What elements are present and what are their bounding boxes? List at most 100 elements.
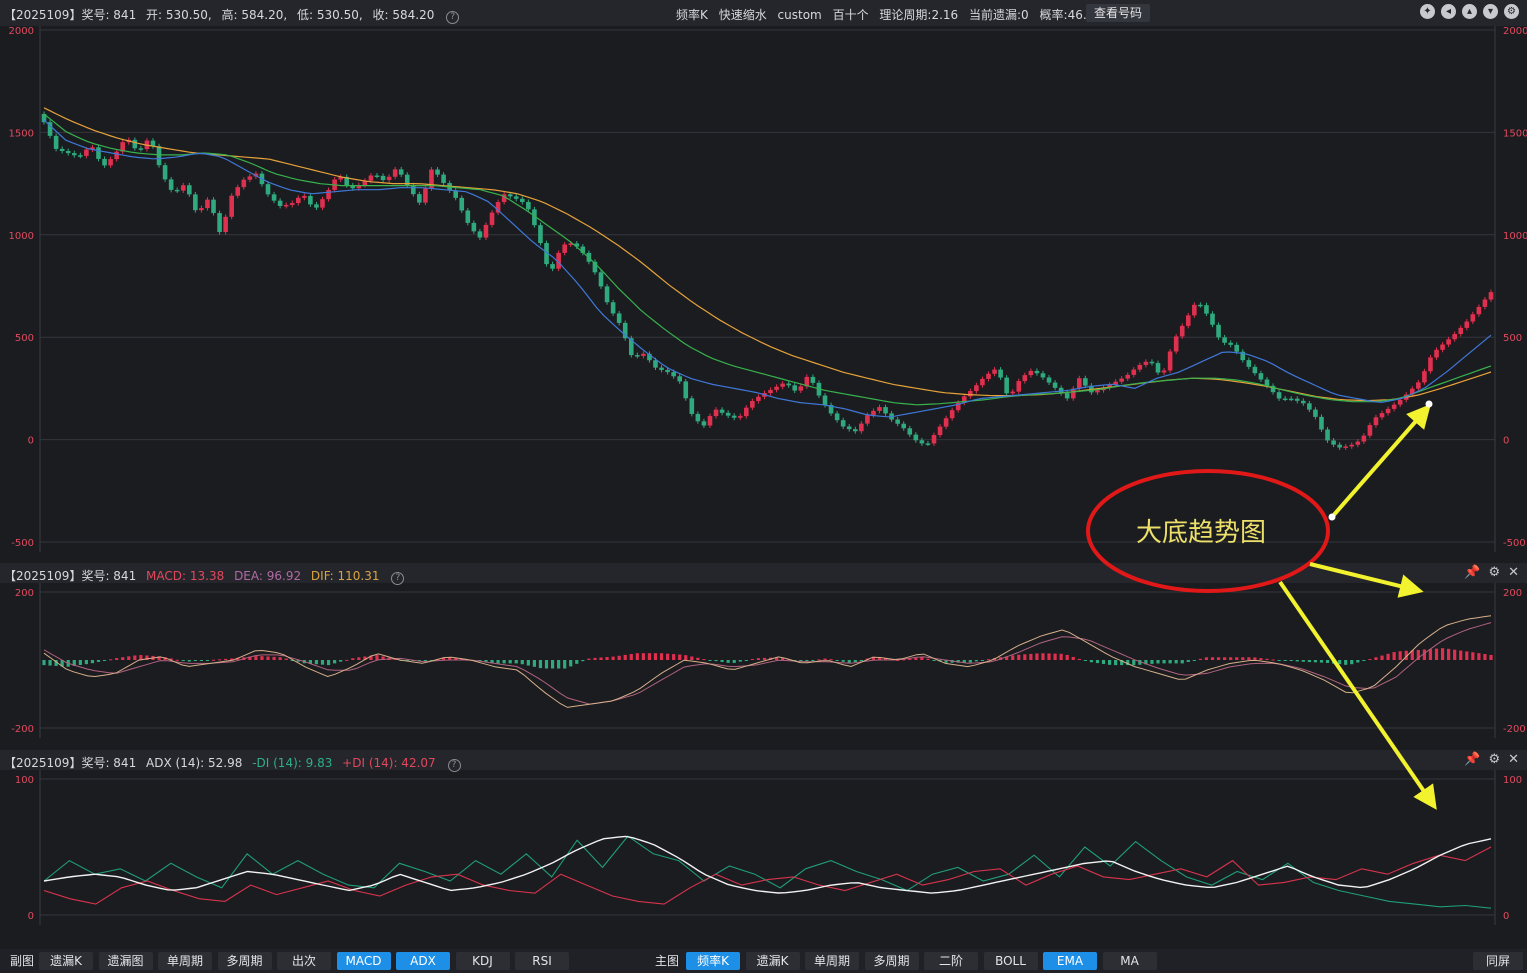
macd-chart[interactable]: 200 200 -200 -200 bbox=[0, 583, 1527, 749]
adx-chart[interactable]: 100 100 0 0 bbox=[0, 770, 1527, 949]
settings-icon[interactable]: ⚙ bbox=[1488, 752, 1501, 767]
macd-hist-bar bbox=[1089, 660, 1094, 663]
candle-body bbox=[108, 159, 113, 166]
macd-hist-bar bbox=[1325, 660, 1330, 663]
macd-hist-bar bbox=[1186, 660, 1190, 662]
sub-tab-2[interactable]: 单周期 bbox=[158, 952, 212, 970]
macd-hist-bar bbox=[1101, 660, 1106, 664]
macd-hist-bar bbox=[1029, 653, 1033, 660]
sub-tab-3[interactable]: 多周期 bbox=[217, 952, 272, 970]
up-icon[interactable]: ▴ bbox=[1462, 4, 1477, 19]
candle-body bbox=[980, 378, 985, 386]
candle-body bbox=[659, 367, 664, 370]
settings-icon[interactable]: ⚙ bbox=[1488, 565, 1501, 580]
main-tab-1[interactable]: 遗漏K bbox=[745, 952, 800, 970]
sub-tab-7[interactable]: KDJ bbox=[455, 952, 510, 970]
adx-y-tick-left: 100 bbox=[15, 775, 34, 786]
candle-body bbox=[707, 416, 713, 426]
macd-hist-bar bbox=[714, 660, 718, 662]
adx-help-icon[interactable]: ? bbox=[447, 759, 461, 772]
macd-hist-bar bbox=[720, 660, 724, 662]
candle-body bbox=[417, 194, 422, 203]
candle-body bbox=[1488, 292, 1494, 300]
main-tab-3[interactable]: 多周期 bbox=[864, 952, 919, 970]
candle-body bbox=[1167, 351, 1173, 371]
candle-body bbox=[768, 389, 773, 394]
sub-tab-8[interactable]: RSI bbox=[515, 952, 569, 970]
candle-body bbox=[199, 208, 204, 211]
macd-hist-bar bbox=[1216, 657, 1221, 660]
candle-body bbox=[828, 405, 834, 414]
macd-hist-bar bbox=[363, 656, 367, 660]
candle-body bbox=[877, 407, 882, 411]
macd-hist-bar bbox=[1144, 660, 1148, 665]
candle-body bbox=[756, 396, 761, 401]
sub-tab-1[interactable]: 遗漏图 bbox=[98, 952, 153, 970]
macd-hist-bar bbox=[544, 660, 549, 669]
candle-body bbox=[695, 413, 701, 422]
candle-body bbox=[289, 203, 295, 205]
main-tab-7[interactable]: MA bbox=[1102, 952, 1157, 970]
candle-body bbox=[1016, 381, 1022, 392]
macd-hist-bar bbox=[641, 653, 645, 660]
sub-tab-5[interactable]: MACD bbox=[336, 952, 391, 970]
candle-body bbox=[1222, 337, 1227, 343]
macd-hist-bar bbox=[557, 660, 561, 669]
macd-hist-bar bbox=[611, 656, 615, 660]
candle-body bbox=[1482, 299, 1488, 307]
macd-hist-bar bbox=[605, 657, 609, 660]
candle-body bbox=[302, 195, 307, 198]
macd-hist-bar bbox=[1126, 660, 1130, 666]
macd-hist-bar bbox=[702, 659, 706, 661]
candle-body bbox=[1034, 370, 1040, 374]
macd-hist-bar bbox=[647, 653, 652, 660]
main-tab-2[interactable]: 单周期 bbox=[805, 952, 859, 970]
main-tab-5[interactable]: BOLL bbox=[983, 952, 1038, 970]
main-y-tick-left: 2000 bbox=[9, 26, 34, 37]
adx-y-tick-right: 0 bbox=[1503, 911, 1509, 922]
help-icon[interactable]: ? bbox=[446, 11, 460, 24]
candle-body bbox=[1192, 304, 1197, 316]
close-icon[interactable]: ✕ bbox=[1508, 565, 1519, 580]
pin-icon[interactable]: 📌 bbox=[1464, 752, 1481, 767]
view-numbers-button[interactable]: 查看号码 bbox=[1086, 4, 1150, 22]
ema-fast-line bbox=[43, 119, 1492, 418]
candle-body bbox=[1022, 375, 1028, 382]
high-value: 高: 584.20, bbox=[221, 8, 288, 22]
candle-body bbox=[1276, 392, 1282, 399]
macd-hist-bar bbox=[357, 657, 361, 660]
main-candlestick-chart[interactable]: 2000 2000 1500 1500 1000 1000 500 500 0 0 -500 -500 bbox=[0, 26, 1527, 563]
candle-body bbox=[471, 222, 477, 232]
macd-hist-bar bbox=[738, 660, 742, 662]
sub-tab-0[interactable]: 遗漏K bbox=[39, 952, 93, 970]
candle-body bbox=[71, 153, 77, 156]
main-tab-4[interactable]: 二阶 bbox=[924, 952, 978, 970]
macd-hist-bar bbox=[653, 653, 658, 660]
candle-body bbox=[610, 302, 616, 314]
macd-hist-bar bbox=[1459, 650, 1463, 660]
plus-di-value: +DI (14): 42.07 bbox=[342, 756, 436, 770]
macd-hist-bar bbox=[1319, 660, 1324, 663]
candle-body bbox=[271, 194, 277, 201]
macd-hist-bar bbox=[538, 660, 543, 669]
main-tab-0[interactable]: 频率K bbox=[686, 952, 740, 970]
same-screen-button[interactable]: 同屏 bbox=[1473, 952, 1523, 970]
candle-body bbox=[786, 383, 791, 386]
close-icon[interactable]: ✕ bbox=[1508, 752, 1519, 767]
ema-mid-line bbox=[43, 113, 1492, 406]
pin-icon[interactable]: 📌 bbox=[1464, 565, 1481, 580]
macd-help-icon[interactable]: ? bbox=[391, 572, 405, 585]
back-icon[interactable]: ◂ bbox=[1441, 4, 1456, 19]
sub-tab-6[interactable]: ADX bbox=[396, 952, 450, 970]
down-icon[interactable]: ▾ bbox=[1483, 4, 1498, 19]
settings-icon[interactable]: ⚙ bbox=[1504, 4, 1519, 19]
candle-body bbox=[907, 428, 913, 435]
macd-hist-bar bbox=[1059, 653, 1063, 660]
main-tab-6[interactable]: EMA bbox=[1043, 952, 1097, 970]
sub-tab-4[interactable]: 出次 bbox=[277, 952, 331, 970]
macd-hist-bar bbox=[690, 656, 694, 660]
compass-icon[interactable]: ✦ bbox=[1420, 4, 1435, 19]
candle-body bbox=[689, 398, 695, 414]
current-miss: 当前遗漏:0 bbox=[969, 8, 1029, 22]
candle-body bbox=[810, 376, 816, 383]
